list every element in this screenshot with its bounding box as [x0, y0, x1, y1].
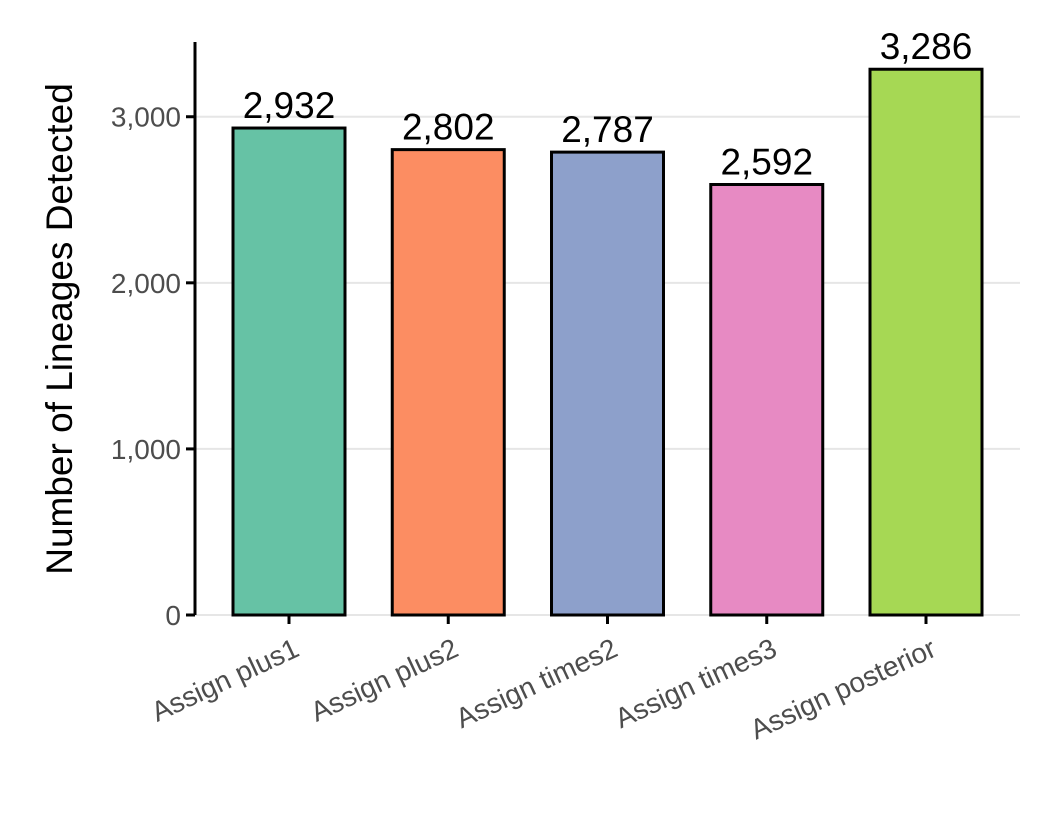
x-tick-label: Assign times2 — [451, 632, 622, 734]
y-axis-title: Number of Lineages Detected — [39, 83, 80, 575]
bar-5 — [868, 67, 984, 617]
x-tick-label: Assign plus1 — [147, 632, 304, 727]
bar-2 — [390, 148, 506, 617]
y-ticks: 0 1,000 2,000 3,000 — [111, 102, 195, 631]
value-label: 2,932 — [243, 85, 336, 126]
y-tick-label: 2,000 — [111, 268, 181, 299]
value-labels: 2,932 2,802 2,787 2,592 3,286 — [243, 26, 973, 182]
y-tick-label: 1,000 — [111, 434, 181, 465]
value-label: 2,787 — [561, 109, 654, 150]
y-tick-label: 3,000 — [111, 102, 181, 133]
value-label: 2,802 — [402, 107, 495, 148]
value-label: 2,592 — [720, 142, 813, 183]
bar-1 — [231, 126, 347, 617]
bar-3 — [550, 150, 665, 617]
y-tick-label: 0 — [165, 600, 181, 631]
bar-4 — [709, 183, 825, 617]
bars — [231, 67, 984, 617]
value-label: 3,286 — [880, 26, 973, 67]
x-tick-label: Assign plus2 — [306, 632, 463, 727]
